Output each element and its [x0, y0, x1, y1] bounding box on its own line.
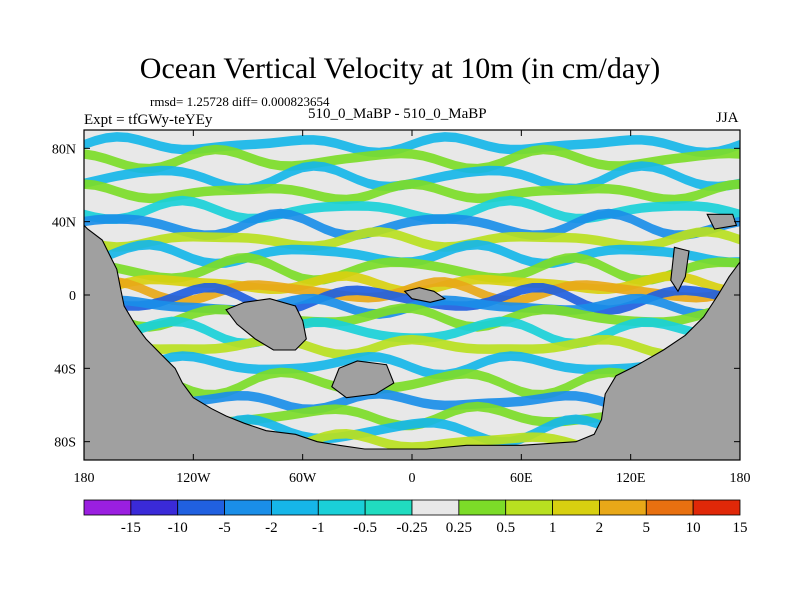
x-tick-label: 180 [730, 471, 751, 486]
colorbar-swatch [552, 499, 600, 516]
y-tick-label: 80N [52, 142, 76, 157]
x-tick-label: 60E [510, 471, 533, 486]
colorbar-swatch [505, 499, 553, 516]
y-tick-label: 40N [52, 216, 76, 231]
y-tick-label: 40S [54, 362, 76, 377]
colorbar-label: -0.5 [353, 520, 377, 536]
colorbar-label: 0.25 [446, 520, 472, 536]
colorbar-swatch [411, 499, 460, 516]
x-tick-label: 180 [74, 471, 95, 486]
field-band [84, 367, 740, 400]
field-band [84, 334, 740, 360]
colorbar-swatch [458, 499, 507, 516]
y-tick-label: 80S [54, 436, 76, 451]
land-island-b [331, 360, 395, 399]
colorbar-swatch [317, 499, 366, 516]
x-tick-label: 60W [289, 471, 317, 486]
land-layer [84, 213, 740, 460]
colorbar-label: 1 [549, 520, 557, 536]
colorbar-label: -1 [312, 520, 325, 536]
chart-title: Ocean Vertical Velocity at 10m (in cm/da… [139, 52, 661, 85]
field-band [84, 271, 740, 297]
colorbar-label: 10 [686, 520, 701, 536]
colorbar-swatch [692, 499, 741, 516]
field-band [84, 389, 740, 415]
colorbar-swatch [130, 499, 179, 516]
colorbar-swatch [83, 499, 132, 516]
colorbar-swatch [271, 499, 319, 516]
field-band [84, 227, 740, 252]
land-island-e [403, 287, 447, 303]
land-island-d [706, 213, 738, 230]
colorbar-label: 2 [596, 520, 604, 536]
season-label: JJA [716, 110, 739, 126]
colorbar-swatch [599, 499, 647, 516]
field-band [84, 179, 740, 205]
colorbar-label: 5 [643, 520, 651, 536]
colorbar: -15 -10 -5 -2 -1 -0.5 -0.25 0.25 0.5 1 2 5 10 15 [83, 499, 748, 536]
colorbar-swatch [364, 499, 413, 516]
field-band [84, 208, 740, 240]
x-tick-label: 120W [176, 471, 211, 486]
land-island-c [670, 246, 690, 293]
y-tick-label: 0 [69, 289, 76, 304]
axes-layer: 180 120W 60W 0 60E 120E 180 80N 40N 0 40S 80S [52, 130, 751, 486]
x-tick-label: 120E [616, 471, 646, 486]
colorbar-label: -5 [218, 520, 231, 536]
land-west-continent [84, 224, 740, 460]
expt-label: Expt = tfGWy-teYEy [84, 112, 213, 128]
colorbar-swatch [645, 499, 694, 516]
colorbar-label: 0.5 [496, 520, 515, 536]
land-island-a [225, 298, 307, 351]
colorbar-swatch [224, 499, 272, 516]
field-band [84, 132, 740, 158]
field-band [84, 252, 740, 285]
colorbar-swatch [177, 499, 225, 516]
colorbar-label: -2 [265, 520, 278, 536]
colorbar-label: 15 [733, 520, 748, 536]
colorbar-label: -0.25 [396, 520, 427, 536]
colorbar-label: -10 [168, 520, 188, 536]
field-band [84, 351, 740, 380]
case-label: 510_0_MaBP - 510_0_MaBP [308, 106, 487, 122]
x-tick-label: 0 [409, 471, 416, 486]
field-band [84, 414, 740, 447]
stats-text: rmsd= 1.25728 diff= 0.000823654 [150, 94, 330, 109]
field-band [84, 195, 740, 224]
colorbar-label: -15 [121, 520, 141, 536]
